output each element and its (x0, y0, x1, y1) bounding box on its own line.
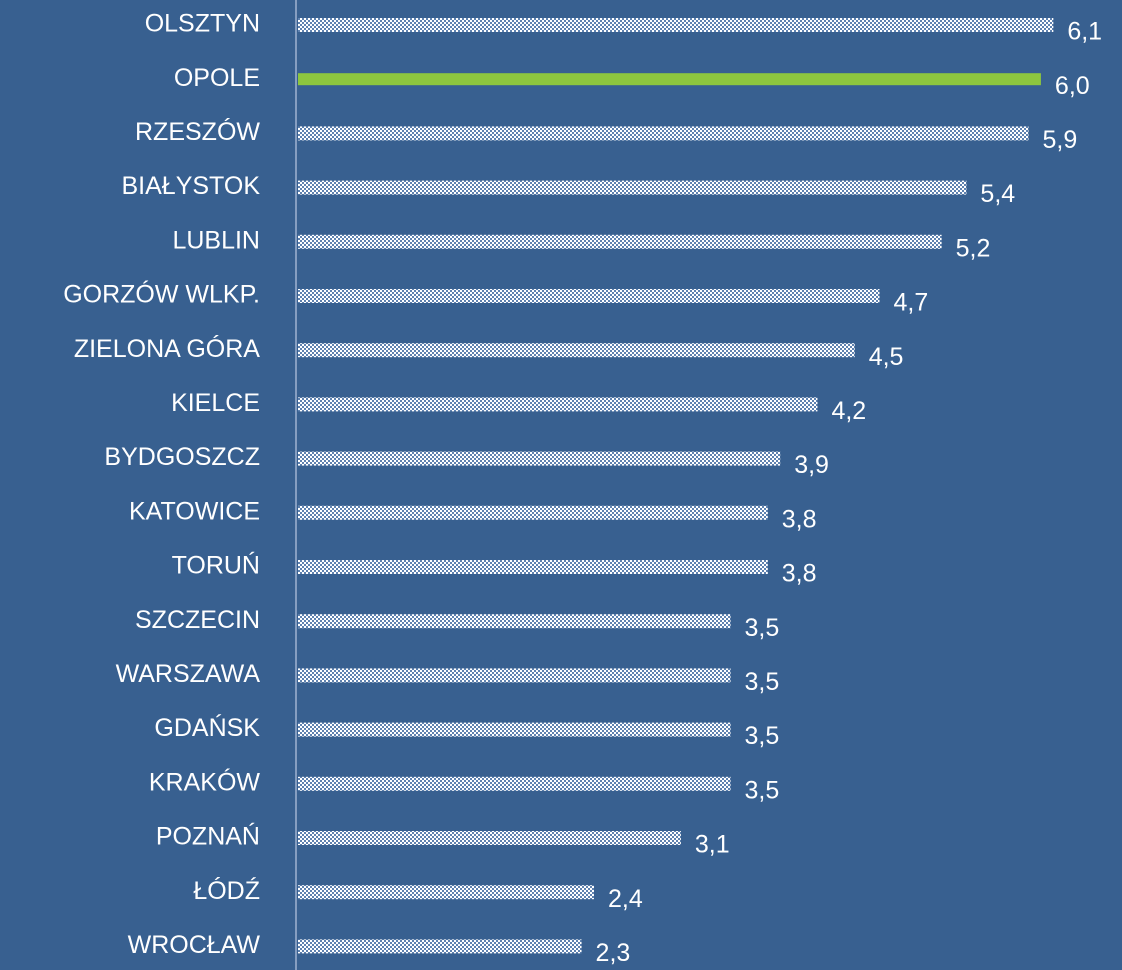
bar (298, 180, 967, 195)
value-label: 2,4 (608, 885, 643, 913)
category-label: GDAŃSK (154, 713, 260, 742)
bar (298, 343, 855, 358)
value-label: 4,5 (869, 343, 904, 371)
value-label: 6,0 (1055, 72, 1090, 100)
value-label: 3,5 (745, 722, 780, 750)
value-label: 4,2 (831, 397, 866, 425)
value-label: 4,7 (894, 289, 929, 317)
bar (298, 776, 731, 791)
value-label: 6,1 (1067, 18, 1102, 46)
value-label: 3,5 (745, 668, 780, 696)
category-label: GORZÓW WLKP. (63, 280, 260, 309)
category-label: LUBLIN (172, 226, 260, 254)
bar (298, 18, 1054, 32)
value-label: 2,3 (596, 939, 631, 967)
category-label: OPOLE (174, 64, 260, 92)
bar (298, 126, 1029, 141)
bar (298, 614, 731, 629)
value-label: 5,2 (956, 234, 991, 262)
category-label: KATOWICE (129, 497, 260, 525)
category-label: BYDGOSZCZ (104, 443, 260, 471)
value-label: 5,9 (1043, 126, 1078, 154)
value-label: 3,9 (794, 451, 829, 479)
bar (298, 505, 768, 520)
bar (298, 451, 781, 466)
category-label: WARSZAWA (116, 660, 261, 688)
value-label: 3,8 (782, 560, 817, 588)
category-label: KRAKÓW (149, 767, 261, 796)
value-label: 5,4 (980, 180, 1015, 208)
bar (298, 722, 731, 737)
bar (298, 397, 818, 412)
category-label: WROCŁAW (128, 931, 261, 959)
category-label: TORUŃ (172, 551, 260, 580)
bar (298, 831, 681, 845)
category-label: RZESZÓW (135, 117, 260, 146)
category-label: SZCZECIN (135, 606, 260, 634)
value-label: 3,8 (782, 505, 817, 533)
value-label: 3,1 (695, 831, 730, 859)
category-label: ZIELONA GÓRA (74, 334, 260, 363)
value-label: 3,5 (745, 614, 780, 642)
bar (298, 289, 880, 303)
bar (298, 668, 731, 683)
bar (298, 234, 942, 249)
bar (298, 73, 1041, 86)
category-label: BIAŁYSTOK (122, 172, 261, 200)
bar (298, 560, 768, 574)
category-label: ŁÓDŹ (193, 876, 260, 905)
bar (298, 885, 594, 900)
category-label: KIELCE (171, 389, 260, 417)
category-label: POZNAŃ (156, 822, 260, 851)
value-label: 3,5 (745, 776, 780, 804)
category-label: OLSZTYN (145, 10, 260, 38)
bar (298, 939, 582, 954)
